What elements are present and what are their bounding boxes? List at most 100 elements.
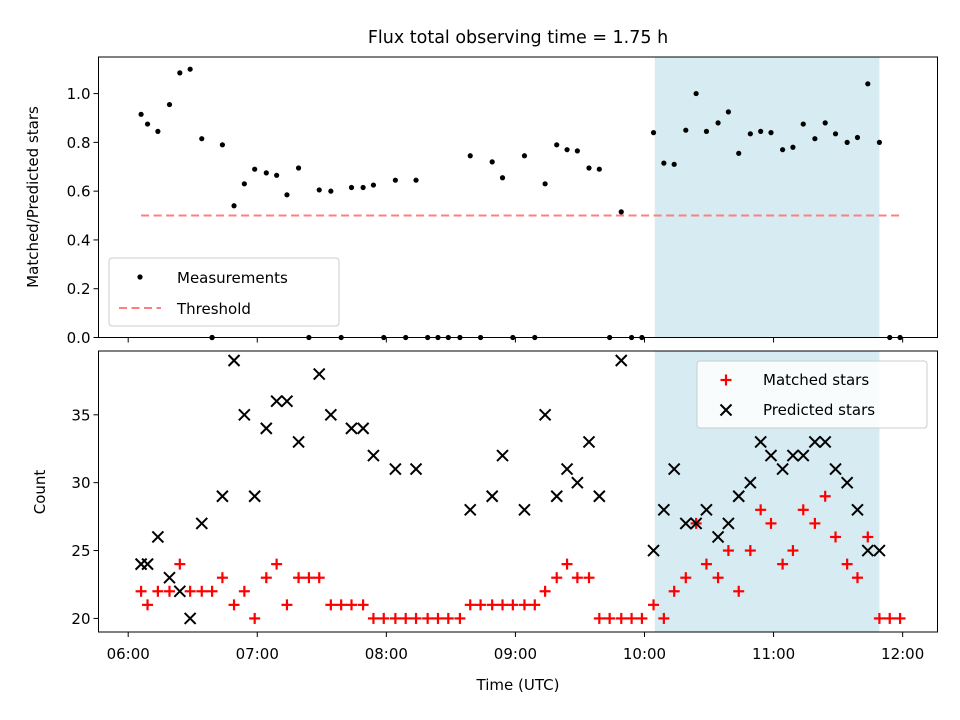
predicted-star-point [345, 422, 358, 435]
top-legend: Measurements Threshold [108, 257, 340, 327]
bottom-legend: Matched stars Predicted stars [696, 360, 928, 429]
matched-star-point [551, 572, 563, 584]
legend-predicted-label: Predicted stars [763, 401, 875, 419]
matched-star-point [357, 599, 369, 611]
bottom-axes-frame [98, 350, 938, 633]
predicted-star-point [464, 503, 477, 517]
bottom-y-tick-label: 20 [71, 610, 90, 628]
matched-star-point [733, 585, 745, 597]
measurement-point [574, 148, 580, 154]
measurement-point [747, 131, 753, 137]
measurement-point [521, 153, 528, 159]
measurement-point [865, 81, 871, 87]
matched-star-point [518, 599, 530, 611]
measurement-point [370, 182, 377, 188]
bottom-x-axis-ticks: 06:00 07:00 08:00 09:00 10:00 11:00 12:00 [107, 632, 924, 663]
measurement-point [725, 109, 731, 115]
matched-star-point [313, 572, 325, 584]
measurement-point [360, 184, 366, 191]
matched-star-point [583, 572, 595, 584]
matched-star-point [432, 612, 444, 624]
matched-star-point [529, 599, 541, 611]
predicted-star-point [786, 449, 800, 462]
top-y-tick-label: 0.0 [67, 329, 91, 347]
matched-star-point [700, 558, 712, 570]
matched-star-point [777, 558, 789, 570]
predicted-star-point [764, 449, 778, 462]
top-x-axis-ticks [127, 337, 904, 343]
x-tick-label: 09:00 [494, 645, 537, 663]
predicted-star-point [700, 503, 713, 517]
top-highlight-span [654, 57, 880, 338]
measurement-point [499, 175, 506, 181]
predicted-star-point [227, 354, 241, 367]
predicted-star-point [260, 422, 273, 435]
measurement-point [844, 139, 850, 145]
measurement-point [199, 136, 205, 142]
predicted-star-point [818, 435, 832, 449]
matched-star-point [367, 612, 379, 624]
predicted-star-point [238, 408, 251, 422]
matched-star-point [135, 585, 147, 597]
measurement-point [348, 184, 355, 191]
predicted-star-point [550, 490, 563, 503]
measurement-point [542, 181, 548, 187]
predicted-star-point [280, 395, 294, 408]
predicted-star-point [538, 408, 552, 422]
predicted-star-point [324, 408, 338, 422]
matched-star-point [260, 572, 272, 584]
measurement-point [241, 181, 247, 187]
predicted-star-point [861, 544, 875, 557]
predicted-star-point [141, 557, 154, 571]
matched-star-point [862, 531, 874, 543]
measurement-point [650, 130, 657, 136]
measurement-point [219, 142, 226, 148]
measurement-point [854, 134, 861, 141]
x-tick-label: 07:00 [236, 645, 279, 663]
measurement-point [736, 150, 742, 156]
measurement-point [392, 177, 398, 183]
matched-star-point [345, 599, 357, 611]
matched-star-point [797, 504, 809, 516]
measurement-point [693, 90, 699, 97]
matched-star-point [486, 599, 498, 611]
legend-matched-label: Matched stars [763, 371, 869, 389]
predicted-star-point [518, 503, 531, 517]
measurement-point [231, 203, 237, 209]
matched-star-point [722, 545, 734, 557]
measurement-point [876, 139, 883, 145]
matched-star-point [873, 612, 885, 624]
matched-star-point [636, 612, 648, 624]
measurement-point [274, 172, 280, 178]
predicted-star-point [732, 490, 745, 503]
predicted-star-point [216, 490, 229, 503]
matched-star-point [303, 572, 315, 584]
predicted-star-point [496, 449, 509, 462]
predicted-star-point [840, 476, 854, 489]
bottom-y-axis-ticks: 20 25 30 35 [71, 406, 99, 628]
predicted-star-point [248, 490, 261, 503]
matched-star-point [604, 612, 616, 624]
predicted-star-point [679, 517, 693, 530]
predicted-star-point [711, 530, 725, 544]
matched-star-point [174, 558, 186, 570]
predicted-star-point [615, 354, 628, 367]
matched-star-point [851, 572, 863, 584]
matched-star-point [884, 612, 896, 624]
measurement-point [177, 70, 183, 76]
chart-title: Flux total observing time = 1.75 h [368, 28, 668, 48]
measurement-point [489, 159, 495, 165]
matched-star-point [680, 572, 692, 584]
predicted-star-point [776, 462, 789, 476]
top-y-tick-label: 0.4 [67, 231, 91, 249]
matched-star-point [668, 585, 680, 597]
matched-star-point [744, 545, 756, 557]
measurement-point [316, 187, 322, 193]
top-y-tick-label: 0.8 [67, 134, 91, 152]
matched-star-point [184, 585, 196, 597]
matched-star-point [507, 599, 519, 611]
matched-star-point [152, 585, 164, 597]
matched-star-point [464, 599, 476, 611]
measurement-point [138, 111, 144, 117]
matched-star-point [755, 504, 767, 516]
